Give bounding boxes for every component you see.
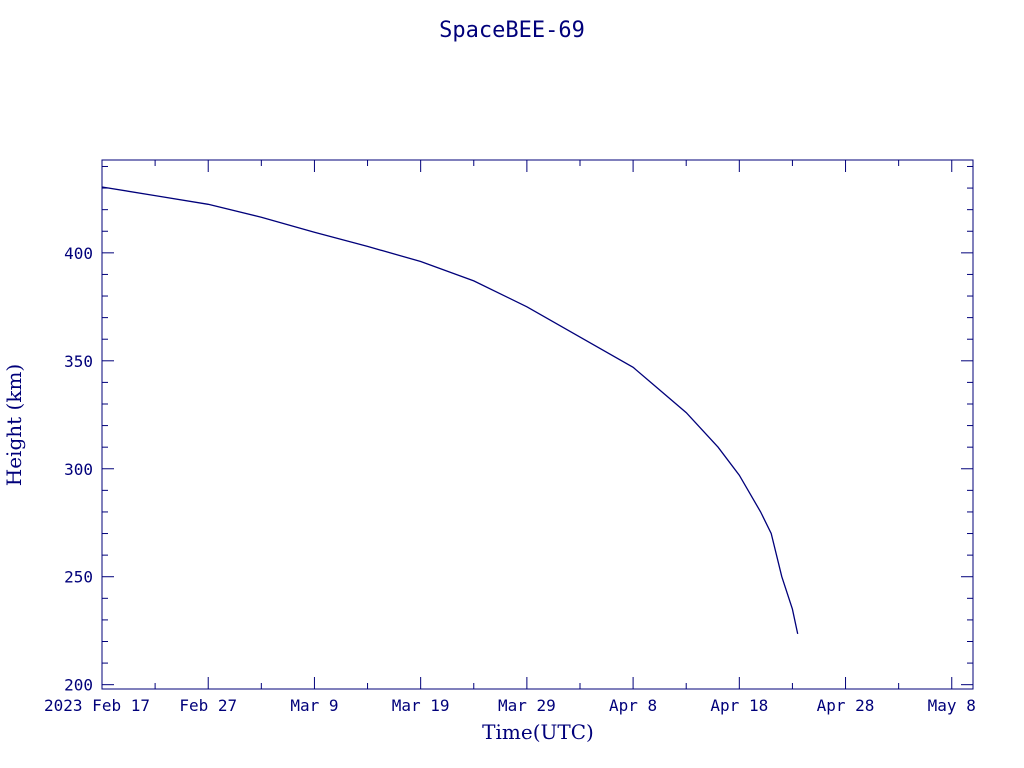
chart-title: SpaceBEE-69 (439, 18, 585, 43)
x-tick-label: Feb 27 (179, 696, 237, 715)
x-tick-label: 2023 Feb 17 (44, 696, 150, 715)
tick-labels: 2023 Feb 17 Feb 27 Mar 9 Mar 19 Mar 29 Apr 8 A… (44, 244, 976, 715)
y-tick-label: 350 (64, 352, 93, 371)
x-tick-label: Mar 29 (498, 696, 556, 715)
x-axis-label: Time(UTC) (482, 720, 594, 744)
x-tick-label: Apr 8 (609, 696, 657, 715)
y-tick-label: 250 (64, 568, 93, 587)
series-layer (101, 186, 799, 635)
height-series-line (101, 186, 799, 635)
x-tick-label: May 8 (928, 696, 976, 715)
x-tick-label: Mar 9 (290, 696, 338, 715)
plot-frame (101, 159, 974, 690)
x-tick-label: Apr 28 (817, 696, 875, 715)
y-tick-label: 400 (64, 244, 93, 263)
y-tick-label: 200 (64, 676, 93, 695)
axis-ticks (101, 160, 973, 689)
x-tick-label: Mar 19 (392, 696, 450, 715)
y-tick-label: 300 (64, 460, 93, 479)
y-axis-label: Height (km) (2, 364, 26, 486)
x-tick-label: Apr 18 (710, 696, 768, 715)
